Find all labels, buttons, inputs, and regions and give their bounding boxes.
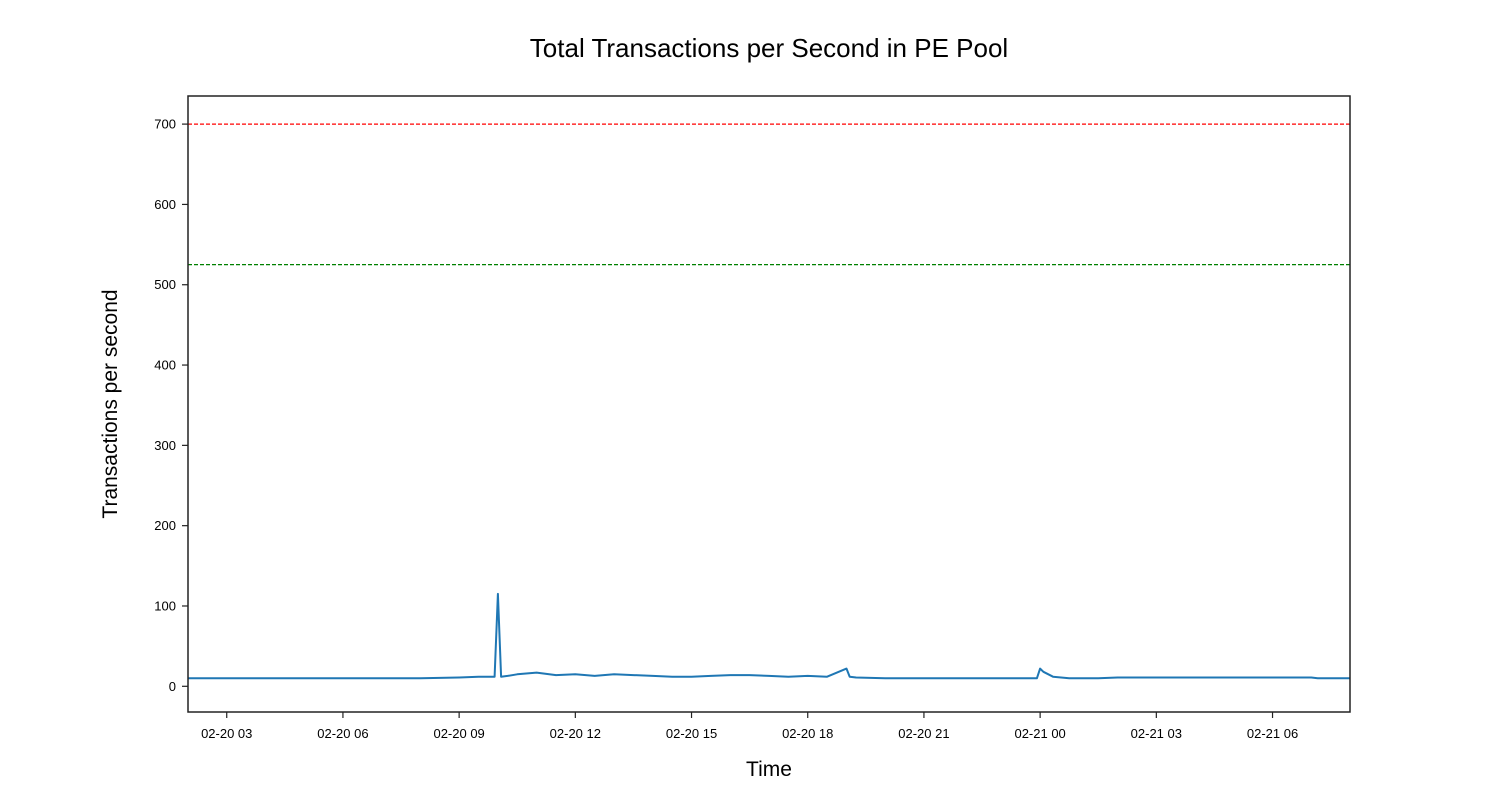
y-tick-label: 0 [169,679,176,694]
x-tick-label: 02-20 21 [898,726,949,741]
x-tick-label: 02-20 15 [666,726,717,741]
x-tick-label: 02-21 03 [1131,726,1182,741]
y-tick-label: 500 [154,277,176,292]
axis-layer: 0 100 200 300 400 500 600 700 02-20 03 02-20 06 02… [154,117,1298,741]
x-axis-label: Time [746,758,792,781]
y-tick-label: 100 [154,598,176,613]
x-tick-label: 02-20 03 [201,726,252,741]
x-tick-label: 02-20 12 [550,726,601,741]
x-tick-label: 02-20 18 [782,726,833,741]
y-tick-label: 300 [154,438,176,453]
y-axis-label: Transactions per second [99,289,122,518]
x-tick-label: 02-20 09 [433,726,484,741]
plot-layer [188,123,1350,680]
x-tick-label: 02-21 06 [1247,726,1298,741]
y-tick-label: 400 [154,358,176,373]
chart-title: Total Transactions per Second in PE Pool [530,33,1008,63]
x-tick-label: 02-20 06 [317,726,368,741]
y-tick-label: 700 [154,117,176,132]
y-tick-label: 600 [154,197,176,212]
series-line-0 [188,592,1350,680]
plot-frame [187,95,1351,713]
x-tick-label: 02-21 00 [1014,726,1065,741]
y-tick-label: 200 [154,518,176,533]
